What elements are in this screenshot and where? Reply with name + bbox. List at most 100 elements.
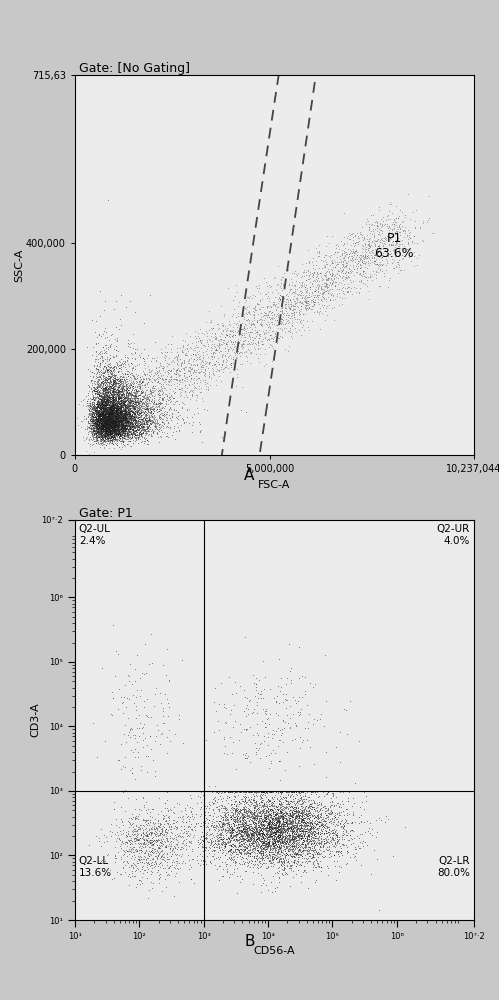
- Point: [102, 437, 110, 453]
- Point: [100, 423, 108, 439]
- Point: [71, 445, 79, 461]
- Point: [104, 423, 112, 439]
- Point: [100, 392, 108, 408]
- Point: [148, 388, 156, 404]
- Point: [268, 826, 276, 842]
- Point: [114, 395, 122, 411]
- Point: [94, 432, 102, 448]
- Point: [290, 306, 298, 322]
- Point: [115, 408, 123, 424]
- Point: [268, 858, 276, 874]
- Point: [309, 847, 317, 863]
- Point: [222, 827, 230, 843]
- Point: [113, 406, 121, 422]
- Point: [111, 384, 119, 400]
- Point: [268, 323, 276, 339]
- Point: [228, 830, 236, 846]
- Point: [93, 412, 101, 428]
- Point: [92, 411, 100, 427]
- Point: [94, 326, 102, 342]
- Point: [104, 356, 112, 372]
- Point: [95, 418, 103, 434]
- Point: [304, 293, 312, 309]
- Point: [117, 415, 125, 431]
- Point: [99, 403, 107, 419]
- Point: [111, 409, 119, 425]
- Point: [115, 409, 123, 425]
- Point: [112, 421, 120, 437]
- Point: [91, 423, 99, 439]
- Point: [116, 423, 124, 439]
- Point: [301, 787, 309, 803]
- Point: [116, 388, 124, 404]
- Point: [129, 408, 137, 424]
- Point: [100, 409, 108, 425]
- Point: [249, 797, 257, 813]
- Point: [231, 345, 239, 361]
- Point: [99, 418, 107, 434]
- Point: [319, 849, 327, 865]
- Point: [269, 833, 277, 849]
- Point: [260, 836, 268, 852]
- Point: [182, 347, 190, 363]
- Point: [120, 393, 128, 409]
- Point: [366, 815, 374, 831]
- Point: [125, 429, 133, 445]
- Point: [312, 816, 320, 832]
- Point: [187, 382, 195, 398]
- Point: [240, 806, 248, 822]
- Point: [97, 426, 105, 442]
- Point: [119, 402, 127, 418]
- Point: [89, 408, 97, 424]
- Point: [139, 422, 147, 438]
- Point: [216, 343, 224, 359]
- Point: [105, 375, 113, 391]
- Point: [99, 411, 107, 427]
- Point: [222, 802, 230, 818]
- Point: [95, 400, 103, 416]
- Point: [124, 413, 132, 429]
- Point: [115, 393, 123, 409]
- Point: [119, 407, 127, 423]
- Point: [365, 244, 373, 260]
- Point: [134, 422, 142, 438]
- Point: [94, 429, 102, 445]
- Point: [108, 368, 116, 384]
- Point: [97, 364, 105, 380]
- Point: [295, 784, 303, 800]
- Point: [248, 827, 255, 843]
- Point: [107, 401, 115, 417]
- Point: [252, 679, 260, 695]
- Point: [298, 832, 306, 848]
- Point: [93, 749, 101, 765]
- Point: [322, 829, 330, 845]
- Point: [155, 382, 163, 398]
- Point: [378, 257, 386, 273]
- Point: [87, 408, 95, 424]
- Point: [116, 427, 124, 443]
- Point: [105, 411, 113, 427]
- Point: [111, 668, 119, 684]
- Point: [109, 377, 117, 393]
- Point: [215, 817, 223, 833]
- Point: [94, 386, 102, 402]
- Point: [239, 784, 247, 800]
- Point: [89, 404, 97, 420]
- Point: [123, 380, 131, 396]
- Point: [321, 647, 329, 663]
- Point: [112, 411, 120, 427]
- Point: [109, 415, 117, 431]
- Point: [181, 415, 189, 431]
- Point: [146, 812, 154, 828]
- Point: [249, 836, 256, 852]
- Point: [105, 409, 113, 425]
- Point: [274, 307, 282, 323]
- Point: [119, 412, 127, 428]
- Point: [99, 431, 107, 447]
- Point: [179, 853, 187, 869]
- Point: [153, 404, 161, 420]
- Point: [333, 835, 341, 851]
- Point: [120, 406, 128, 422]
- Point: [131, 394, 139, 410]
- Point: [92, 426, 100, 442]
